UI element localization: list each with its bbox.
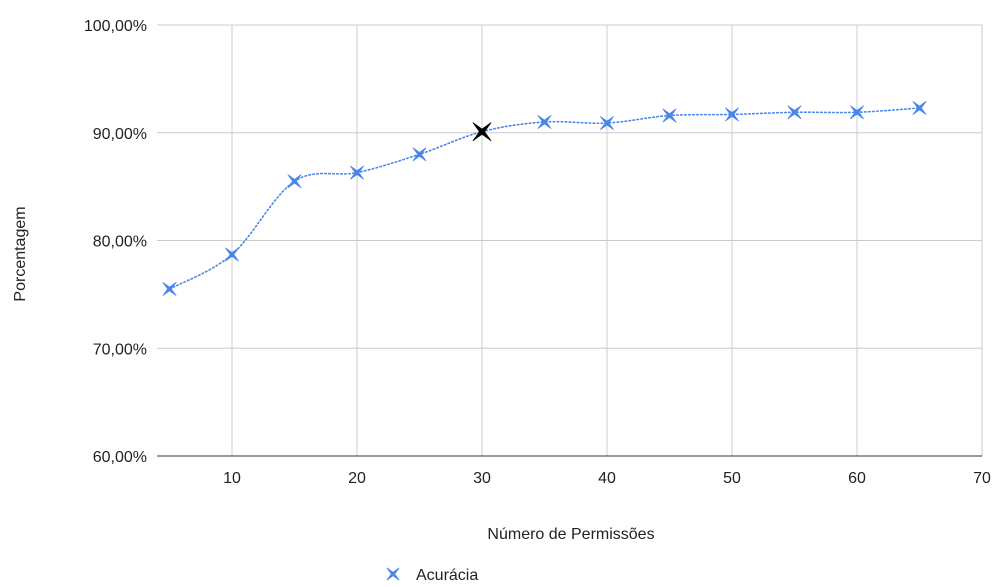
data-point xyxy=(412,147,427,162)
x-tick-label: 50 xyxy=(723,470,741,487)
legend: Acurácia xyxy=(386,567,478,584)
x-tick-label: 60 xyxy=(848,470,866,487)
x-tick-label: 70 xyxy=(973,470,991,487)
data-point-highlighted xyxy=(472,122,492,142)
data-point xyxy=(662,108,677,123)
x-tick-label: 30 xyxy=(473,470,491,487)
y-tick-label: 100,00% xyxy=(84,18,147,35)
data-point xyxy=(600,116,614,130)
data-point xyxy=(725,107,739,122)
y-tick-label: 80,00% xyxy=(93,234,147,251)
x-axis-tick-labels: 10 20 30 40 50 60 70 xyxy=(223,470,991,487)
data-point xyxy=(162,282,177,296)
y-tick-label: 60,00% xyxy=(93,449,147,466)
legend-marker-icon xyxy=(386,567,400,581)
data-point xyxy=(912,101,927,115)
data-point xyxy=(287,174,302,189)
y-axis-title: Porcentagem xyxy=(12,206,29,301)
y-axis-tick-labels: 60,00% 70,00% 80,00% 90,00% 100,00% xyxy=(84,18,147,466)
y-tick-label: 90,00% xyxy=(93,126,147,143)
legend-marker-x xyxy=(386,567,400,581)
data-point xyxy=(225,247,239,262)
data-point xyxy=(350,165,364,180)
series-points-group xyxy=(162,101,927,296)
x-axis-title: Número de Permissões xyxy=(487,526,654,543)
data-point xyxy=(787,105,802,120)
grid xyxy=(157,24,983,457)
x-tick-label: 10 xyxy=(223,470,241,487)
series-line-group xyxy=(168,107,921,290)
legend-label: Acurácia xyxy=(416,567,478,584)
y-tick-label: 70,00% xyxy=(93,341,147,358)
series-line xyxy=(168,107,921,290)
data-point xyxy=(850,105,864,120)
x-tick-label: 40 xyxy=(598,470,616,487)
data-point xyxy=(537,115,552,129)
x-tick-label: 20 xyxy=(348,470,366,487)
